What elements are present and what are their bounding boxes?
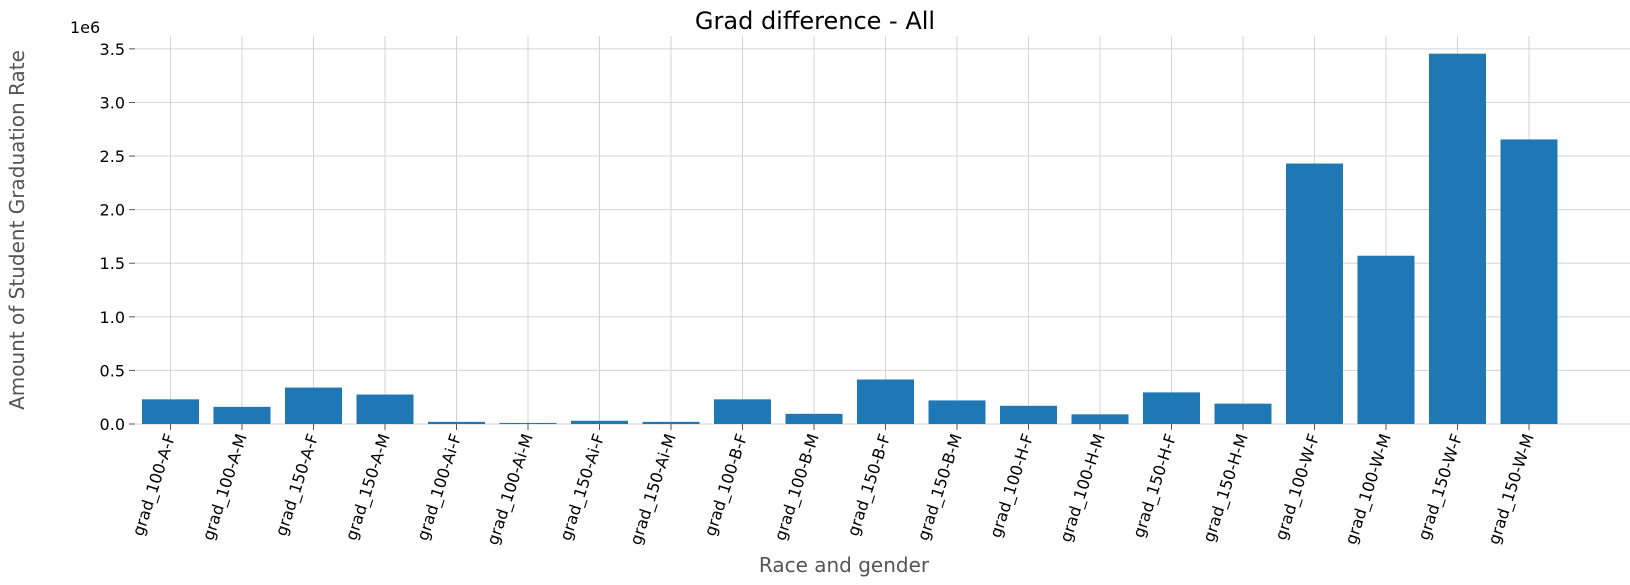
- bar-grad_150-W-M: [1500, 139, 1558, 424]
- y-axis-offset-label: 1e6: [70, 18, 100, 37]
- x-tick-label: grad_100-A-M: [198, 431, 251, 543]
- y-tick-label: 2.5: [100, 147, 125, 166]
- y-axis-label: Amount of Student Graduation Rate: [5, 50, 29, 410]
- x-tick-layer: grad_100-A-F grad_100-A-M grad_150-A-F grad…: [128, 424, 1539, 548]
- bar-grad_150-B-F: [857, 379, 914, 424]
- bar-grad_100-Ai-F: [428, 421, 485, 424]
- x-tick-label: grad_150-H-F: [1129, 431, 1181, 540]
- bar-layer: [142, 53, 1558, 424]
- x-tick-label: grad_150-W-F: [1414, 431, 1467, 542]
- x-tick-label: grad_150-A-F: [271, 431, 323, 538]
- x-tick-label: grad_100-H-F: [986, 431, 1038, 540]
- x-tick-label: grad_150-Ai-M: [626, 431, 681, 547]
- chart-title: Grad difference - All: [695, 7, 935, 35]
- bar-grad_150-A-F: [285, 387, 342, 424]
- x-tick-label: grad_100-W-F: [1271, 431, 1324, 542]
- bar-grad_150-H-M: [1214, 403, 1272, 424]
- x-tick-label: grad_100-W-M: [1341, 431, 1396, 547]
- bar-grad_100-Ai-M: [499, 422, 557, 424]
- bar-grad_150-Ai-M: [642, 421, 700, 424]
- x-tick-label: grad_100-B-F: [700, 431, 752, 538]
- bar-grad_150-Ai-F: [571, 420, 628, 424]
- bar-grad_100-W-M: [1357, 255, 1415, 424]
- x-tick-label: grad_100-Ai-M: [483, 431, 538, 547]
- bar-grad_100-A-M: [213, 406, 271, 424]
- x-tick-label: grad_150-Ai-F: [556, 431, 609, 543]
- y-tick-label: 0.0: [100, 415, 125, 434]
- x-tick-label: grad_100-Ai-F: [413, 431, 466, 543]
- x-tick-label: grad_100-B-M: [770, 431, 823, 543]
- y-tick-label: 2.0: [100, 201, 125, 220]
- x-tick-label: grad_150-H-M: [1199, 431, 1253, 544]
- bar-grad_100-H-F: [1000, 405, 1057, 424]
- bar-grad_150-B-M: [928, 400, 986, 424]
- x-tick-label: grad_150-W-M: [1484, 431, 1539, 547]
- bar-grad_100-A-F: [142, 399, 199, 424]
- y-tick-label: 3.0: [100, 93, 125, 112]
- bar-grad_100-B-F: [714, 399, 771, 424]
- y-tick-label: 3.5: [100, 40, 125, 59]
- bar-grad_150-W-F: [1429, 53, 1486, 424]
- bar-grad_150-H-F: [1143, 392, 1200, 424]
- bar-grad_150-A-M: [356, 394, 414, 424]
- x-axis-label: Race and gender: [759, 553, 930, 577]
- x-tick-label: grad_150-B-F: [843, 431, 895, 538]
- y-tick-label: 1.0: [100, 308, 125, 327]
- x-tick-label: grad_100-A-F: [128, 431, 180, 538]
- y-tick-label: 1.5: [100, 254, 125, 273]
- bar-grad_100-H-M: [1071, 414, 1129, 424]
- y-tick-label: 0.5: [100, 361, 125, 380]
- x-tick-label: grad_150-B-M: [913, 431, 966, 543]
- y-tick-layer: 0.0 0.5 1.0 1.5 2.0 2.5 3.0 3.5: [100, 40, 135, 434]
- bar-grad_100-W-F: [1286, 163, 1343, 424]
- x-tick-label: grad_150-A-M: [341, 431, 394, 543]
- bar-grad_100-B-M: [785, 413, 843, 424]
- x-tick-label: grad_100-H-M: [1056, 431, 1110, 544]
